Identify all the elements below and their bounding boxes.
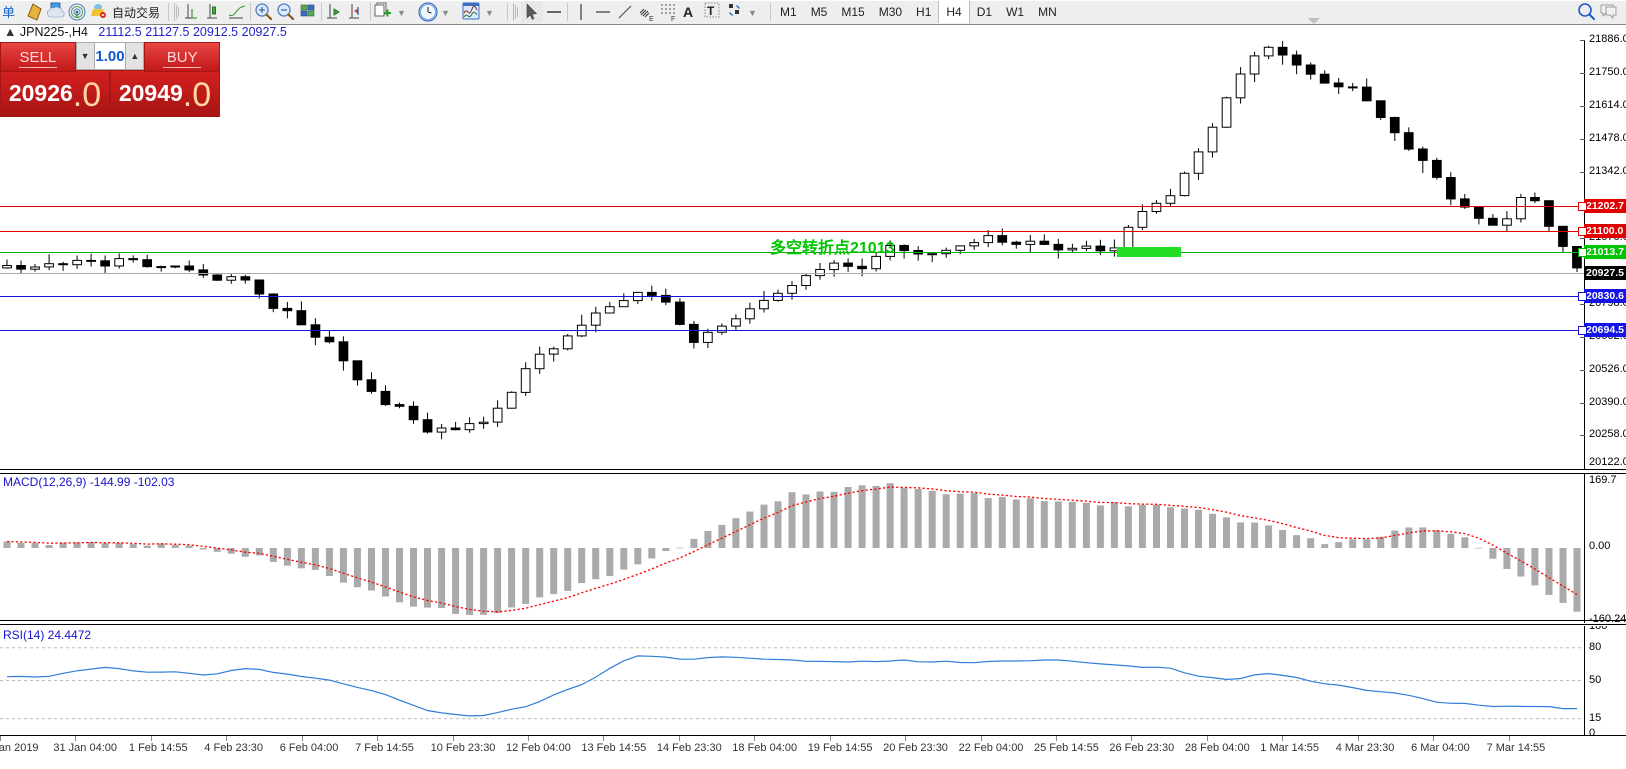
svg-text:▼: ▼ [748,8,757,18]
svg-text:▼: ▼ [397,8,406,18]
svg-text:F: F [671,16,675,23]
svg-text:单: 单 [2,5,15,20]
svg-text:▼: ▼ [441,8,450,18]
svg-text:▼: ▼ [485,8,494,18]
svg-text:T: T [707,4,715,18]
svg-text:A: A [683,4,693,20]
svg-text:E: E [649,16,654,23]
